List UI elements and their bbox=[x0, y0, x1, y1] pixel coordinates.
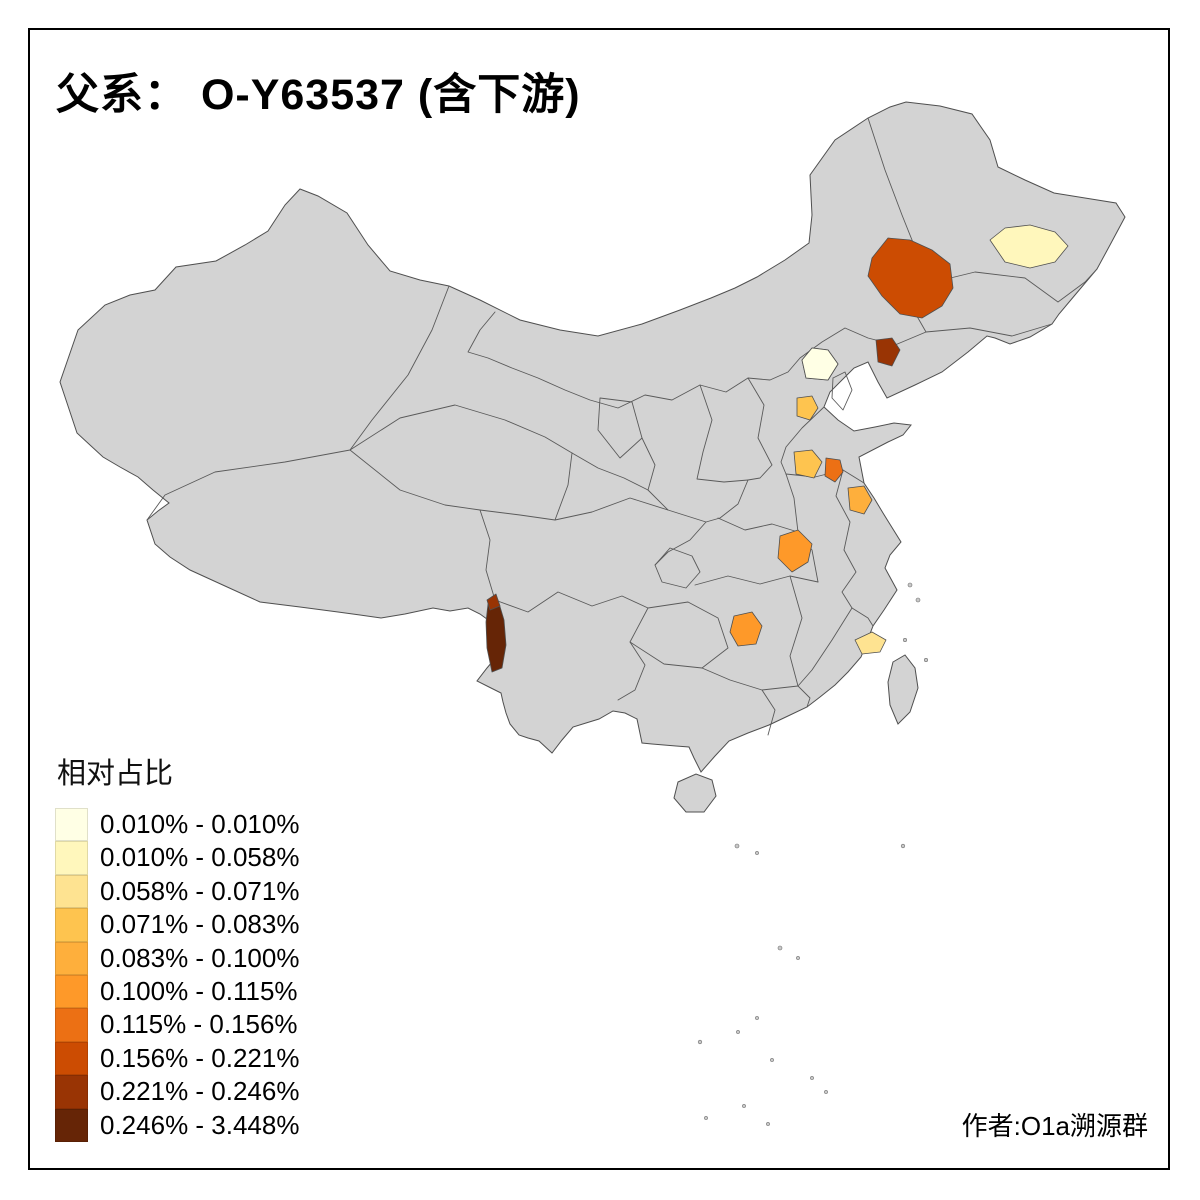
province-borders bbox=[146, 117, 1098, 736]
author-credit: 作者:O1a溯源群 bbox=[961, 1111, 1148, 1141]
legend-item: 0.221% - 0.246% bbox=[55, 1075, 300, 1109]
legend-label: 0.058% - 0.071% bbox=[100, 875, 300, 906]
mainland-outline bbox=[59, 101, 1126, 773]
legend-item: 0.058% - 0.071% bbox=[55, 874, 300, 909]
legend-swatch bbox=[55, 908, 88, 942]
choropleth-region bbox=[796, 395, 819, 421]
page-title: 父系： O-Y63537 (含下游) bbox=[56, 71, 581, 119]
choropleth-region bbox=[875, 337, 901, 367]
legend-label: 0.010% - 0.058% bbox=[100, 842, 300, 873]
choropleth-region bbox=[485, 599, 507, 673]
legend-title: 相对占比 bbox=[57, 758, 174, 790]
highlighted-regions bbox=[485, 224, 1069, 673]
hainan-island bbox=[673, 773, 717, 813]
legend-label: 0.100% - 0.115% bbox=[100, 975, 298, 1006]
legend-item: 0.083% - 0.100% bbox=[55, 941, 300, 975]
legend: 相对占比 0.010% - 0.010% 0.010% - 0.058% 0.0… bbox=[55, 750, 299, 1142]
choropleth-region bbox=[793, 449, 823, 479]
choropleth-region bbox=[729, 611, 763, 647]
legend-swatch bbox=[55, 1075, 88, 1109]
choropleth-region bbox=[989, 224, 1069, 269]
legend-label: 0.083% - 0.100% bbox=[100, 942, 300, 973]
choropleth-region bbox=[801, 347, 839, 381]
legend-swatch bbox=[55, 974, 88, 1009]
legend-label: 0.221% - 0.246% bbox=[100, 1076, 300, 1107]
choropleth-region bbox=[777, 529, 813, 573]
legend-item: 0.115% - 0.156% bbox=[55, 1008, 299, 1042]
legend-label: 0.115% - 0.156% bbox=[100, 1009, 298, 1040]
legend-label: 0.010% - 0.010% bbox=[100, 809, 300, 839]
legend-label: 0.156% - 0.221% bbox=[100, 1042, 300, 1073]
china-mainland bbox=[59, 101, 1126, 813]
taiwan-island bbox=[887, 654, 919, 725]
legend-swatch bbox=[55, 808, 88, 842]
legend-swatch bbox=[55, 1041, 88, 1076]
legend-label: 0.246% - 3.448% bbox=[100, 1109, 300, 1140]
choropleth-region bbox=[854, 631, 887, 655]
legend-item: 0.156% - 0.221% bbox=[55, 1041, 300, 1076]
choropleth-region bbox=[867, 237, 954, 319]
legend-item: 0.071% - 0.083% bbox=[55, 908, 300, 942]
legend-label: 0.071% - 0.083% bbox=[100, 909, 300, 940]
sea-islets bbox=[697, 582, 928, 1126]
legend-swatch bbox=[55, 874, 88, 909]
legend-swatch bbox=[55, 841, 88, 875]
legend-swatch bbox=[55, 1108, 88, 1142]
choropleth-region bbox=[824, 457, 844, 483]
legend-swatch bbox=[55, 941, 88, 975]
choropleth-region bbox=[486, 593, 501, 611]
legend-item: 0.100% - 0.115% bbox=[55, 974, 299, 1009]
choropleth-region bbox=[847, 485, 873, 515]
legend-item: 0.246% - 3.448% bbox=[55, 1108, 300, 1142]
legend-item: 0.010% - 0.058% bbox=[55, 841, 300, 875]
legend-item: 0.010% - 0.010% bbox=[55, 808, 300, 842]
legend-swatch bbox=[55, 1008, 88, 1042]
